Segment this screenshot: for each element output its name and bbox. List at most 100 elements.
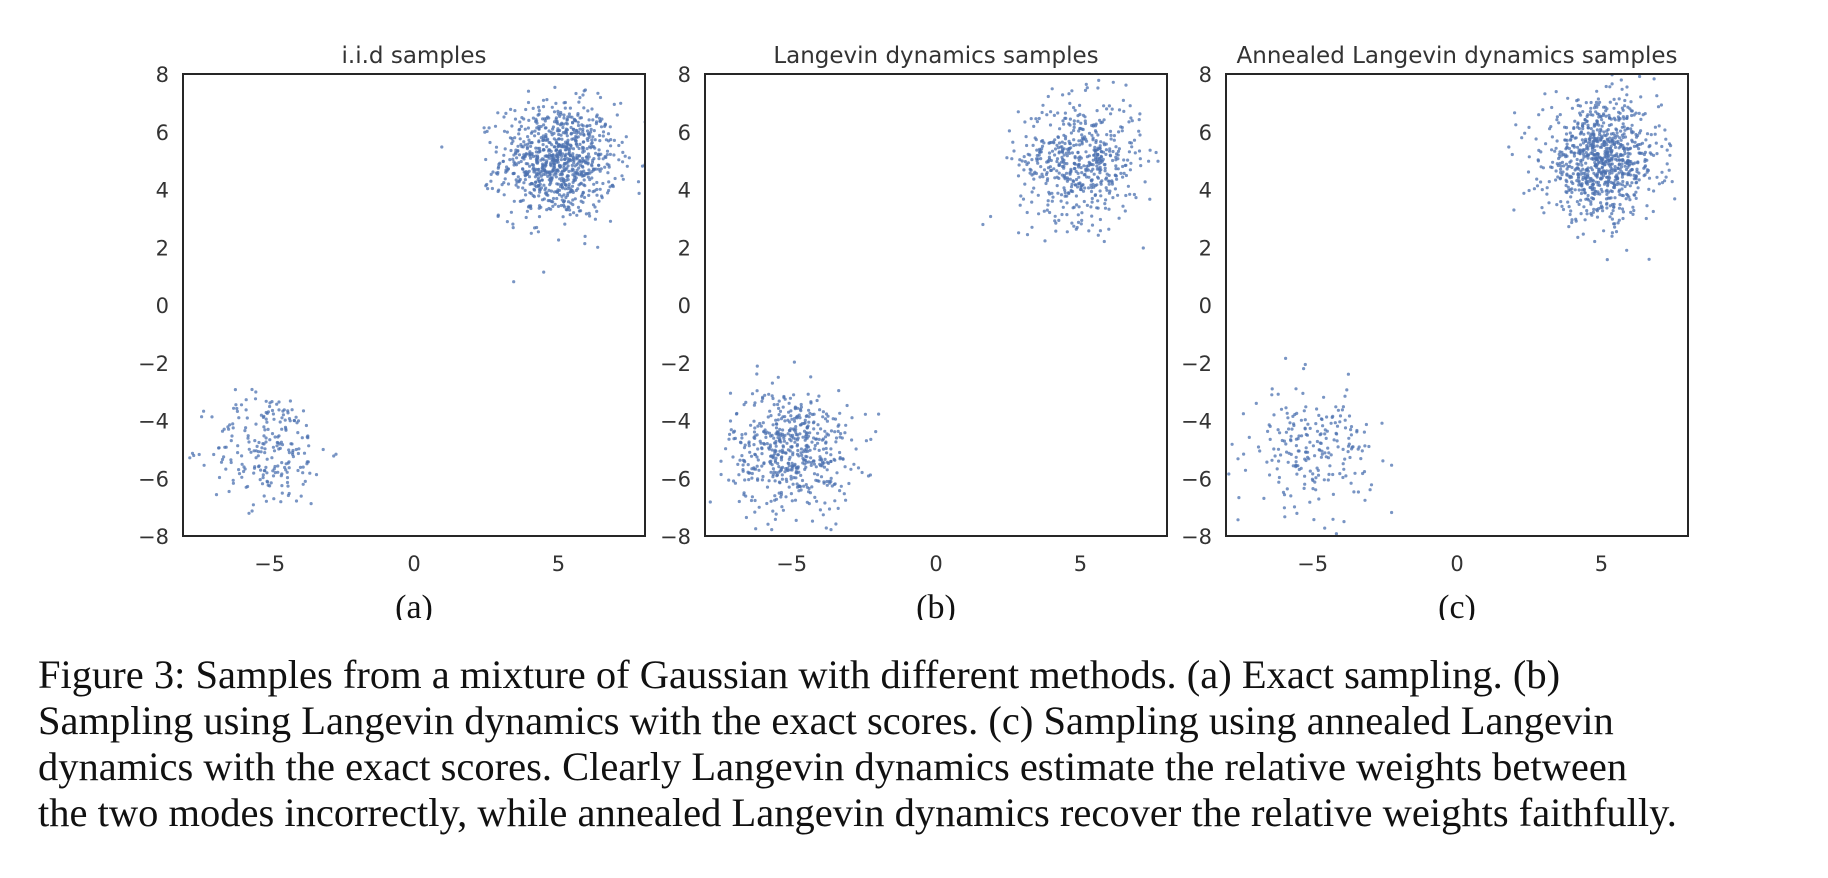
scatter-point	[1632, 208, 1636, 213]
scatter-point	[601, 157, 605, 161]
scatter-point	[1609, 117, 1613, 121]
scatter-point	[1657, 182, 1661, 186]
scatter-point	[527, 175, 532, 179]
scatter-point	[1604, 147, 1608, 151]
scatter-point	[1359, 457, 1363, 461]
scatter-point	[1025, 162, 1029, 167]
scatter-point	[1585, 154, 1589, 158]
scatter-point	[607, 163, 611, 167]
scatter-point	[1584, 101, 1588, 105]
scatter-point	[1056, 135, 1060, 139]
scatter-point	[771, 423, 775, 427]
scatter-point	[781, 434, 785, 438]
scatter-point	[1073, 156, 1077, 160]
scatter-point	[1612, 169, 1616, 173]
scatter-point	[574, 139, 578, 143]
scatter-point	[769, 470, 773, 474]
scatter-point	[1607, 113, 1611, 117]
scatter-point	[261, 442, 265, 446]
scatter-point	[1276, 392, 1280, 396]
scatter-point	[1607, 190, 1611, 194]
scatter-point	[1665, 148, 1669, 152]
scatter-point	[759, 424, 763, 428]
scatter-point	[1609, 132, 1613, 136]
scatter-point	[744, 515, 749, 520]
scatter-point	[1064, 135, 1068, 139]
scatter-point	[235, 406, 239, 411]
scatter-point	[598, 169, 602, 173]
scatter-point	[841, 457, 845, 461]
caption-line-2: Sampling using Langevin dynamics with th…	[38, 698, 1614, 743]
scatter-point	[1638, 74, 1642, 79]
scatter-point	[1302, 367, 1306, 371]
scatter-point	[601, 181, 605, 186]
scatter-point	[513, 136, 517, 140]
scatter-point	[1116, 167, 1120, 171]
scatter-point	[1046, 203, 1050, 207]
scatter-point	[603, 124, 607, 128]
scatter-point	[1076, 213, 1080, 217]
scatter-point	[729, 428, 733, 432]
scatter-point	[568, 154, 573, 158]
scatter-point	[536, 113, 540, 117]
scatter-point	[1107, 227, 1111, 231]
scatter-point	[796, 448, 800, 453]
scatter-point	[1285, 487, 1289, 491]
scatter-point	[1605, 192, 1609, 196]
scatter-point	[1591, 182, 1595, 186]
scatter-point	[557, 193, 562, 197]
scatter-point	[852, 462, 856, 466]
scatter-point	[569, 125, 573, 130]
scatter-point	[1588, 185, 1592, 190]
scatter-point	[1020, 159, 1024, 163]
scatter-point	[1069, 185, 1074, 189]
scatter-point	[1604, 155, 1608, 159]
scatter-point	[1540, 206, 1544, 210]
scatter-point	[1557, 152, 1561, 156]
scatter-point	[1334, 532, 1338, 536]
scatter-point	[1277, 480, 1281, 484]
scatter-point	[1065, 230, 1069, 234]
scatter-point	[1098, 146, 1102, 150]
scatter-point	[747, 440, 751, 444]
scatter-point	[264, 417, 268, 421]
scatter-point	[1074, 143, 1078, 147]
scatter-point	[1579, 130, 1583, 134]
scatter-point	[1559, 164, 1563, 168]
scatter-point	[557, 238, 561, 242]
scatter-point	[822, 461, 826, 465]
scatter-point	[1606, 184, 1610, 188]
scatter-point	[1029, 117, 1033, 121]
scatter-point	[1568, 188, 1572, 192]
scatter-point	[1073, 166, 1077, 171]
scatter-point	[1341, 475, 1345, 480]
scatter-point	[571, 168, 575, 172]
scatter-point	[1066, 147, 1070, 151]
scatter-point	[724, 447, 728, 451]
scatter-point	[1094, 139, 1098, 143]
scatter-point	[517, 132, 521, 136]
scatter-point	[778, 409, 783, 413]
scatter-point	[1622, 125, 1626, 129]
scatter-point	[1036, 193, 1040, 197]
scatter-point	[1623, 98, 1627, 103]
scatter-point	[240, 462, 244, 466]
scatter-point	[493, 124, 498, 128]
scatter-point	[1078, 187, 1083, 192]
scatter-point	[1038, 175, 1042, 179]
scatter-point	[1024, 135, 1028, 139]
scatter-point	[1577, 179, 1581, 183]
scatter-point	[617, 143, 621, 148]
scatter-point	[572, 158, 576, 163]
scatter-point	[1046, 94, 1050, 99]
scatter-point	[1070, 182, 1074, 186]
scatter-point	[1605, 201, 1609, 205]
scatter-point	[1057, 150, 1061, 154]
scatter-point	[1570, 180, 1574, 184]
scatter-point	[585, 155, 589, 159]
scatter-point	[586, 157, 590, 161]
scatter-point	[1095, 164, 1099, 168]
scatter-point	[584, 212, 589, 216]
scatter-point	[582, 183, 586, 187]
scatter-point	[1303, 482, 1307, 486]
